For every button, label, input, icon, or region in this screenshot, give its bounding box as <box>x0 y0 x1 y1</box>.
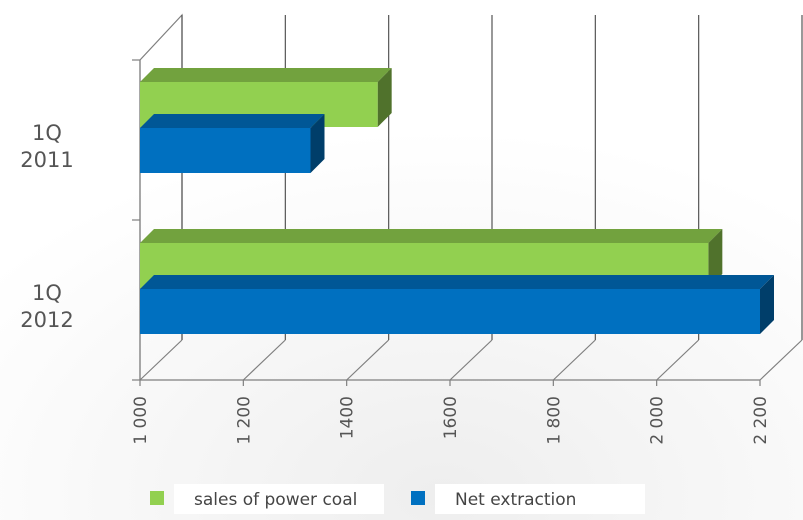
legend-item: sales of power coal <box>150 484 384 514</box>
tick-label: 1600 <box>441 396 461 439</box>
category-label: 1Q 2012 <box>20 281 73 332</box>
legend-label: Net extraction <box>455 490 576 510</box>
bar-top-face <box>140 114 325 128</box>
bar-side-face <box>377 68 392 127</box>
gridline-floor <box>552 339 596 381</box>
bar-top-face <box>140 275 774 289</box>
gridline-floor <box>656 339 700 381</box>
tick-label: 1 200 <box>234 396 254 445</box>
bar-top-face <box>140 68 392 82</box>
tick-label: 2 000 <box>648 396 668 445</box>
gridline-floor <box>759 339 803 381</box>
bar-front-face <box>140 128 311 173</box>
bar <box>140 114 325 173</box>
legend-item: Net extraction <box>411 484 645 514</box>
gridline-floor <box>449 339 493 381</box>
bar-side-face <box>760 275 774 334</box>
category-label: 1Q 2011 <box>20 121 73 172</box>
legend-swatch <box>411 491 425 505</box>
gridline-floor <box>139 339 183 381</box>
tick-label: 1 000 <box>131 396 151 445</box>
legend-swatch <box>150 491 164 505</box>
bar-front-face <box>140 289 760 334</box>
gridline-floor <box>346 339 390 381</box>
legend-label: sales of power coal <box>194 490 357 510</box>
bar-side-face <box>708 229 723 288</box>
bar <box>140 68 392 127</box>
tick-label: 1 800 <box>544 396 564 445</box>
bar-side-face <box>310 114 325 173</box>
bar <box>140 275 774 334</box>
bar-top-face <box>140 229 723 243</box>
gridline-floor <box>242 339 286 381</box>
legend-label-box <box>435 484 645 514</box>
legend-label-box <box>174 484 384 514</box>
tick-label: 1400 <box>338 396 358 439</box>
tick-label: 2 200 <box>751 396 771 445</box>
